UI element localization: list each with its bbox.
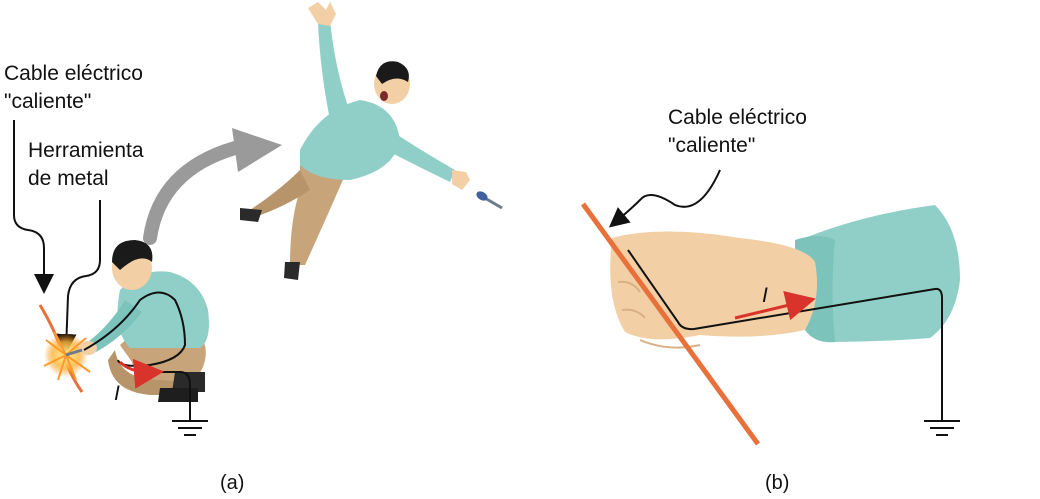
- hot-wire-label-b-line2: "caliente": [668, 134, 756, 157]
- fall-arrow-icon: [143, 128, 282, 245]
- crouching-man: [65, 240, 209, 402]
- current-arrow-b: [734, 291, 816, 321]
- falling-man: [240, 2, 503, 280]
- ground-icon-b: [924, 420, 960, 436]
- current-label-b: I: [762, 284, 768, 307]
- caption-a: (a): [220, 472, 245, 494]
- hand-b: [610, 231, 818, 349]
- hot-wire-label-b-line1: Cable eléctrico: [668, 106, 807, 129]
- hot-wire-label-a-line2: "caliente": [4, 90, 92, 113]
- current-arrow-a: [118, 358, 164, 389]
- tool-leader-a: [56, 200, 101, 354]
- hot-wire-leader-a: [13, 120, 54, 294]
- hot-wire-leader-b: [608, 169, 721, 228]
- ground-icon-a: [172, 420, 208, 436]
- tool-label-line1: Herramienta: [28, 139, 144, 162]
- sleeve-b: [795, 205, 960, 343]
- current-label-a: I: [114, 382, 120, 405]
- hot-wire-label-a-line1: Cable eléctrico: [4, 62, 143, 85]
- caption-b: (b): [765, 472, 790, 494]
- current-path-a-ground: [160, 371, 191, 420]
- tool-label-line2: de metal: [28, 167, 109, 190]
- hot-wire-b: [580, 202, 761, 446]
